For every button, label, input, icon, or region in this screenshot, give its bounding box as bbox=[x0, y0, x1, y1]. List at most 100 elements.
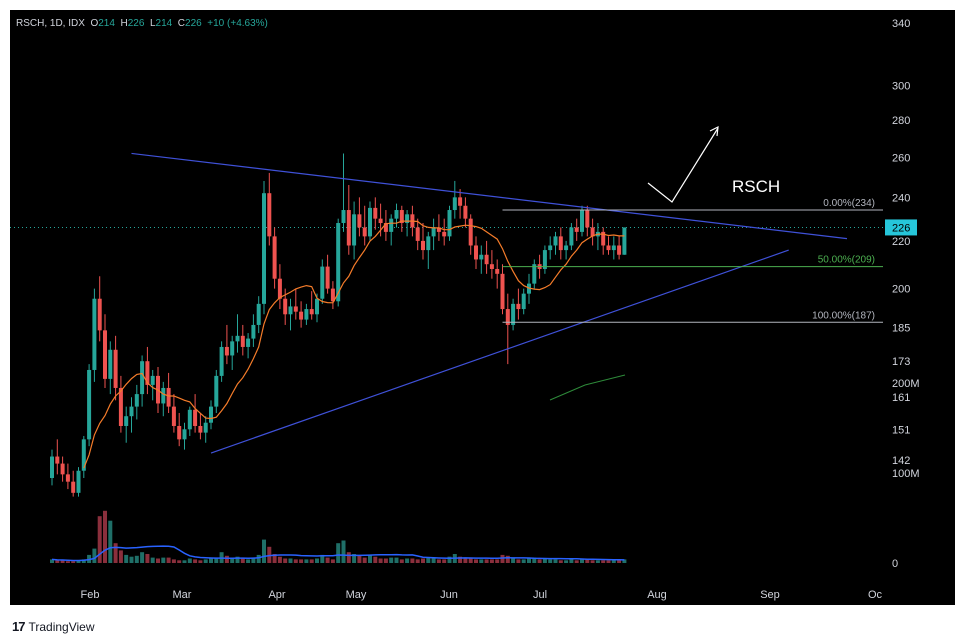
candle-body bbox=[129, 406, 134, 417]
candle-body bbox=[134, 394, 139, 407]
candle-body bbox=[580, 210, 584, 232]
volume-bar bbox=[224, 555, 229, 563]
candle-body bbox=[330, 288, 335, 302]
candle-body bbox=[209, 406, 213, 423]
candle-body bbox=[81, 439, 86, 471]
trendline-upper bbox=[131, 152, 848, 240]
volume-bar bbox=[516, 559, 521, 563]
legend-low-label: L bbox=[149, 18, 156, 29]
candle-body bbox=[50, 456, 54, 478]
candle-body bbox=[140, 361, 145, 395]
candle-body bbox=[389, 218, 394, 232]
candle-body bbox=[124, 416, 129, 426]
volume-bar bbox=[585, 559, 590, 563]
moving-average-line bbox=[83, 220, 625, 469]
candle-body bbox=[161, 387, 166, 404]
candle-body bbox=[267, 193, 272, 237]
candle-body bbox=[352, 214, 357, 246]
volume-bar bbox=[468, 558, 473, 563]
volume-bar bbox=[214, 557, 219, 563]
volume-bar bbox=[474, 559, 478, 563]
volume-bar bbox=[182, 560, 187, 563]
price-tick-label: 300 bbox=[892, 81, 910, 93]
candle-body bbox=[97, 298, 102, 331]
legend-high: 226 bbox=[127, 18, 145, 29]
volume-bar bbox=[320, 554, 325, 563]
volume-bar bbox=[389, 557, 394, 563]
price-tick-label: 220 bbox=[892, 236, 910, 248]
time-tick-label: Feb bbox=[81, 589, 100, 601]
volume-bar bbox=[611, 560, 616, 563]
candle-body bbox=[346, 210, 351, 246]
trendline-lower bbox=[210, 249, 789, 454]
time-tick-label: Oc bbox=[868, 589, 883, 601]
volume-bar bbox=[92, 548, 97, 563]
candle-body bbox=[564, 245, 569, 251]
candle-body bbox=[145, 361, 150, 385]
volume-bar bbox=[71, 561, 76, 563]
volume-bar bbox=[262, 539, 266, 563]
candle-body bbox=[468, 218, 473, 246]
symbol-legend: RSCH, 1D, IDX O214 H226 L214 C226 +10 (+… bbox=[16, 18, 268, 29]
volume-bar bbox=[601, 560, 606, 563]
volume-bar bbox=[336, 543, 341, 563]
volume-bar bbox=[352, 554, 357, 563]
price-tick-label: 240 bbox=[892, 192, 910, 204]
volume-bar bbox=[421, 558, 425, 563]
volume-bar bbox=[166, 557, 171, 563]
volume-bar bbox=[76, 560, 81, 563]
volume-bar bbox=[171, 559, 176, 563]
tradingview-branding[interactable]: 17 TradingView bbox=[12, 619, 95, 634]
volume-bar bbox=[150, 557, 155, 563]
candle-body bbox=[325, 266, 330, 289]
volume-bar bbox=[479, 559, 484, 563]
price-axis[interactable] bbox=[885, 10, 955, 605]
candle-body bbox=[219, 346, 224, 376]
volume-bar bbox=[415, 559, 420, 563]
price-tick-label: 151 bbox=[892, 424, 910, 436]
candle-body bbox=[336, 223, 341, 302]
volume-bar bbox=[580, 558, 584, 563]
candle-body bbox=[548, 245, 553, 251]
candle-body bbox=[272, 236, 277, 279]
candle-body bbox=[542, 250, 547, 269]
candle-body bbox=[447, 210, 452, 237]
legend-high-label: H bbox=[120, 18, 128, 29]
candle-body bbox=[383, 223, 388, 232]
time-tick-label: Mar bbox=[173, 589, 192, 601]
candle-body bbox=[436, 227, 441, 232]
candle-body bbox=[299, 311, 304, 320]
volume-bar bbox=[187, 558, 192, 563]
fib-level-label: 100.00%(187) bbox=[812, 310, 875, 321]
volume-bar bbox=[362, 557, 367, 563]
volume-bar bbox=[399, 559, 404, 563]
price-tick-label: 280 bbox=[892, 115, 910, 127]
candle-body bbox=[479, 254, 484, 260]
chart-area[interactable] bbox=[10, 10, 885, 605]
legend-low: 214 bbox=[155, 18, 173, 29]
candle-body bbox=[415, 227, 420, 241]
candle-body bbox=[108, 349, 113, 379]
candle-body bbox=[187, 409, 192, 430]
candle-body bbox=[484, 254, 489, 265]
candle-body bbox=[214, 375, 219, 407]
current-price-badge bbox=[885, 219, 917, 236]
volume-bar bbox=[65, 561, 70, 563]
time-tick-label: Aug bbox=[647, 589, 667, 601]
volume-bar bbox=[60, 560, 65, 563]
volume-bar bbox=[156, 558, 160, 563]
candle-body bbox=[521, 293, 526, 310]
volume-bar bbox=[134, 555, 139, 563]
volume-bar bbox=[299, 559, 304, 563]
legend-symbol: RSCH, 1D, IDX bbox=[16, 18, 85, 29]
candle-body bbox=[182, 429, 187, 440]
volume-bar bbox=[505, 555, 510, 563]
candle-body bbox=[341, 210, 346, 224]
legend-open-label: O bbox=[90, 18, 99, 29]
volume-bar bbox=[209, 558, 213, 563]
candle-body bbox=[150, 375, 155, 385]
volume-bar bbox=[113, 543, 118, 563]
volume-bar bbox=[495, 559, 500, 563]
candle-body bbox=[256, 303, 261, 325]
volume-bar bbox=[203, 559, 208, 563]
